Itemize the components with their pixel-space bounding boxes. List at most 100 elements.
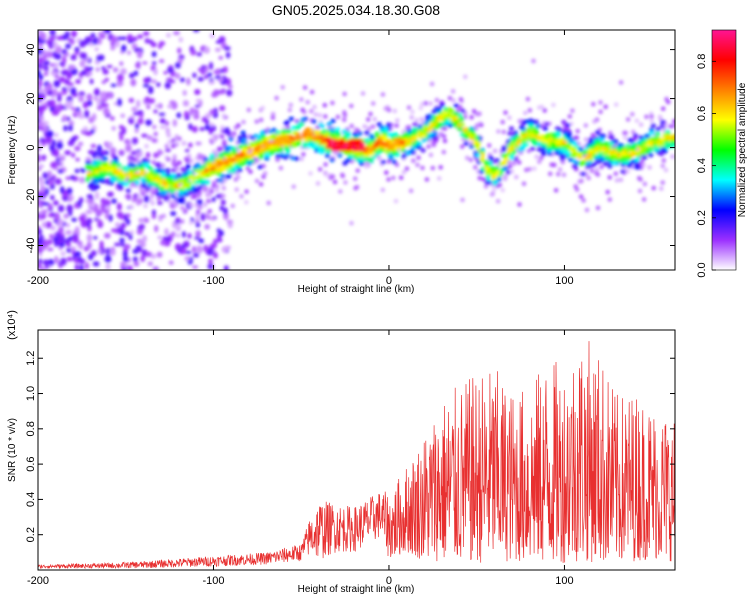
heatmap-cell (517, 119, 522, 124)
x-tick-label: -100 (202, 275, 224, 287)
x-tick-label: -100 (202, 575, 224, 587)
colorbar: 0.0 0.2 0.4 0.6 0.8 Normalized spectral ampl… (696, 29, 748, 278)
heatmap-cell (188, 220, 194, 225)
heatmap-cell (173, 140, 178, 145)
heatmap-cell (180, 167, 186, 172)
heatmap-cell (457, 113, 463, 118)
heatmap-cell (120, 113, 126, 118)
heatmap-cell (477, 175, 482, 181)
heatmap-cell (670, 154, 675, 159)
heatmap-cell (198, 238, 204, 244)
heatmap-cell (307, 133, 313, 138)
heatmap-cell (588, 149, 594, 154)
heatmap-cell (248, 142, 255, 147)
snr-series-line (38, 341, 675, 570)
heatmap-cell (391, 159, 397, 165)
heatmap-cell (163, 71, 168, 75)
heatmap-cell (638, 122, 644, 127)
heatmap-cell (431, 142, 437, 147)
heatmap-cell (386, 122, 392, 127)
heatmap-cell (408, 188, 414, 193)
heatmap-cell (179, 197, 185, 202)
colorbar-tick-label: 0.6 (696, 106, 708, 121)
heatmap-cell (588, 137, 594, 142)
heatmap-marks (38, 30, 675, 270)
heatmap-cell (84, 36, 91, 45)
heatmap-cell (401, 154, 407, 159)
heatmap-cell (503, 176, 508, 182)
heatmap-cell (451, 98, 456, 103)
heatmap-cell (177, 47, 182, 54)
heatmap-cell (349, 123, 354, 129)
heatmap-cell (309, 89, 315, 95)
heatmap-cell (335, 114, 341, 120)
heatmap-cell (197, 76, 204, 82)
heatmap-cell (210, 162, 216, 167)
heatmap-cell (280, 85, 285, 90)
heatmap-cell (166, 133, 172, 138)
heatmap-cell (47, 203, 53, 210)
heatmap-cell (165, 127, 171, 135)
heatmap-cell (183, 208, 188, 213)
heatmap-cell (220, 199, 226, 206)
heatmap-cell (124, 231, 131, 237)
heatmap-cell (395, 118, 400, 123)
heatmap-cell (122, 256, 129, 263)
heatmap-cell (135, 62, 141, 69)
heatmap-cell (237, 167, 243, 173)
heatmap-cell (271, 140, 277, 146)
heatmap-cell (164, 81, 171, 90)
heatmap-cell (603, 141, 610, 147)
heatmap-cell (453, 103, 459, 108)
heatmap-cell (290, 137, 296, 142)
heatmap-cell (635, 152, 641, 157)
heatmap-cell (51, 110, 59, 116)
heatmap-cell (437, 176, 442, 181)
heatmap-cell (90, 32, 96, 38)
heatmap-cell (523, 142, 529, 147)
heatmap-cell (588, 144, 594, 149)
heatmap-cell (649, 114, 654, 119)
heatmap-cell (53, 212, 60, 221)
heatmap-cell (151, 61, 157, 65)
heatmap-cell (174, 217, 181, 225)
heatmap-cell (659, 186, 664, 191)
heatmap-cell (43, 65, 49, 72)
heatmap-cell (197, 199, 203, 206)
heatmap-cell (595, 159, 601, 164)
heatmap-cell (113, 156, 119, 161)
heatmap-cell (254, 152, 260, 157)
heatmap-cell (101, 165, 107, 170)
heatmap-cell (38, 74, 44, 81)
heatmap-cell (195, 141, 202, 146)
heatmap-cell (540, 134, 546, 139)
heatmap-cell (578, 147, 584, 152)
heatmap-cell (38, 57, 44, 64)
heatmap-cell (205, 112, 212, 119)
heatmap-cell (553, 145, 559, 150)
heatmap-cell (208, 258, 213, 264)
heatmap-cell (484, 161, 490, 167)
heatmap-cell (438, 165, 443, 170)
heatmap-cell (401, 170, 407, 175)
heatmap-cell (96, 55, 103, 62)
heatmap-cell (323, 162, 328, 167)
heatmap-cell (330, 100, 335, 106)
heatmap-cell (380, 187, 385, 193)
heatmap-cell (377, 156, 382, 161)
heatmap-cell (307, 143, 313, 149)
heatmap-cell (38, 116, 45, 121)
heatmap-cell (96, 105, 103, 111)
heatmap-cell (89, 203, 95, 208)
y-tick-label: 0.6 (25, 456, 37, 471)
heatmap-cell (417, 124, 423, 129)
heatmap-cell (134, 47, 141, 52)
heatmap-cell (229, 161, 235, 167)
heatmap-cell (460, 144, 465, 149)
heatmap-cell (50, 161, 58, 169)
heatmap-cell (315, 139, 321, 145)
heatmap-cell (246, 107, 251, 113)
heatmap-cell (256, 144, 262, 150)
heatmap-cell (74, 264, 79, 270)
heatmap-cell (97, 32, 105, 37)
